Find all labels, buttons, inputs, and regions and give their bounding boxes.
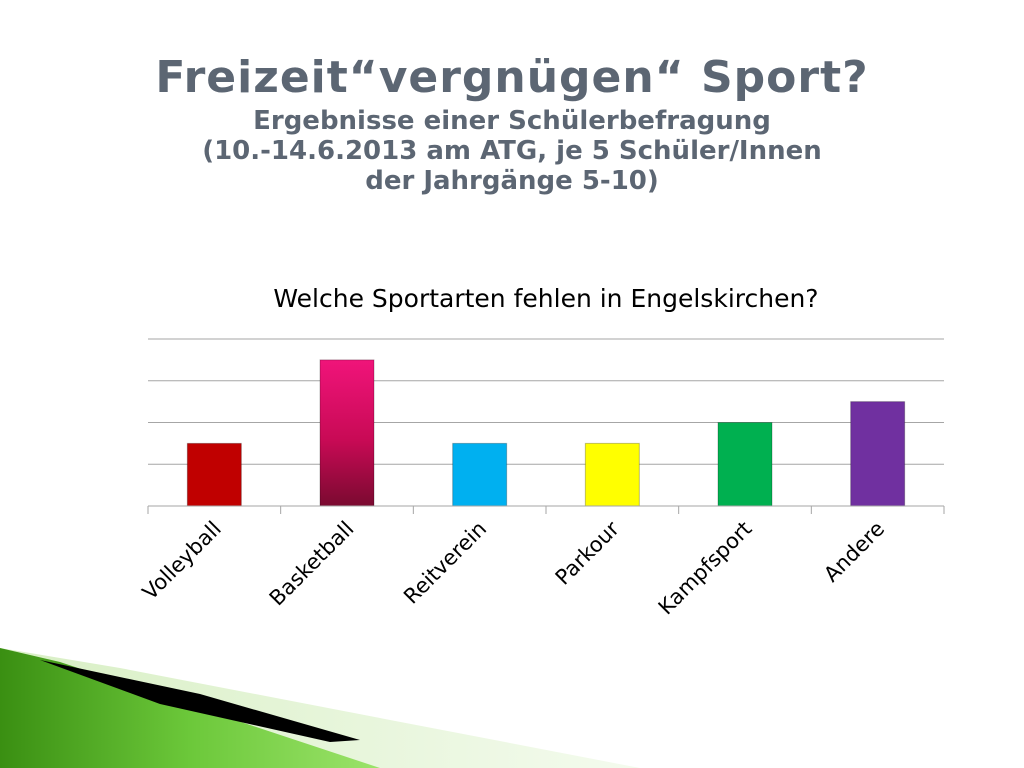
slide-title: Freizeit“vergnügen“ Sport?: [155, 52, 869, 103]
bar-kampfsport: [717, 422, 773, 507]
slide-title-block: Freizeit“vergnügen“ Sport? Ergebnisse ei…: [0, 50, 1024, 196]
slide-subtitle-line-2: (10.-14.6.2013 am ATG, je 5 Schüler/Inne…: [202, 136, 822, 166]
slide-subtitle-line-1: Ergebnisse einer Schülerbefragung: [253, 106, 771, 136]
bar-basketball: [319, 359, 375, 507]
bar-parkour: [584, 442, 640, 507]
chart-title: Welche Sportarten fehlen in Engelskirche…: [273, 284, 819, 313]
bar-reitverein: [452, 442, 508, 507]
bars: [186, 359, 906, 507]
bar-volleyball: [186, 442, 242, 507]
x-axis: [147, 505, 945, 514]
gridlines: [148, 338, 944, 465]
slide-subtitle-line-3: der Jahrgänge 5-10): [365, 166, 659, 196]
